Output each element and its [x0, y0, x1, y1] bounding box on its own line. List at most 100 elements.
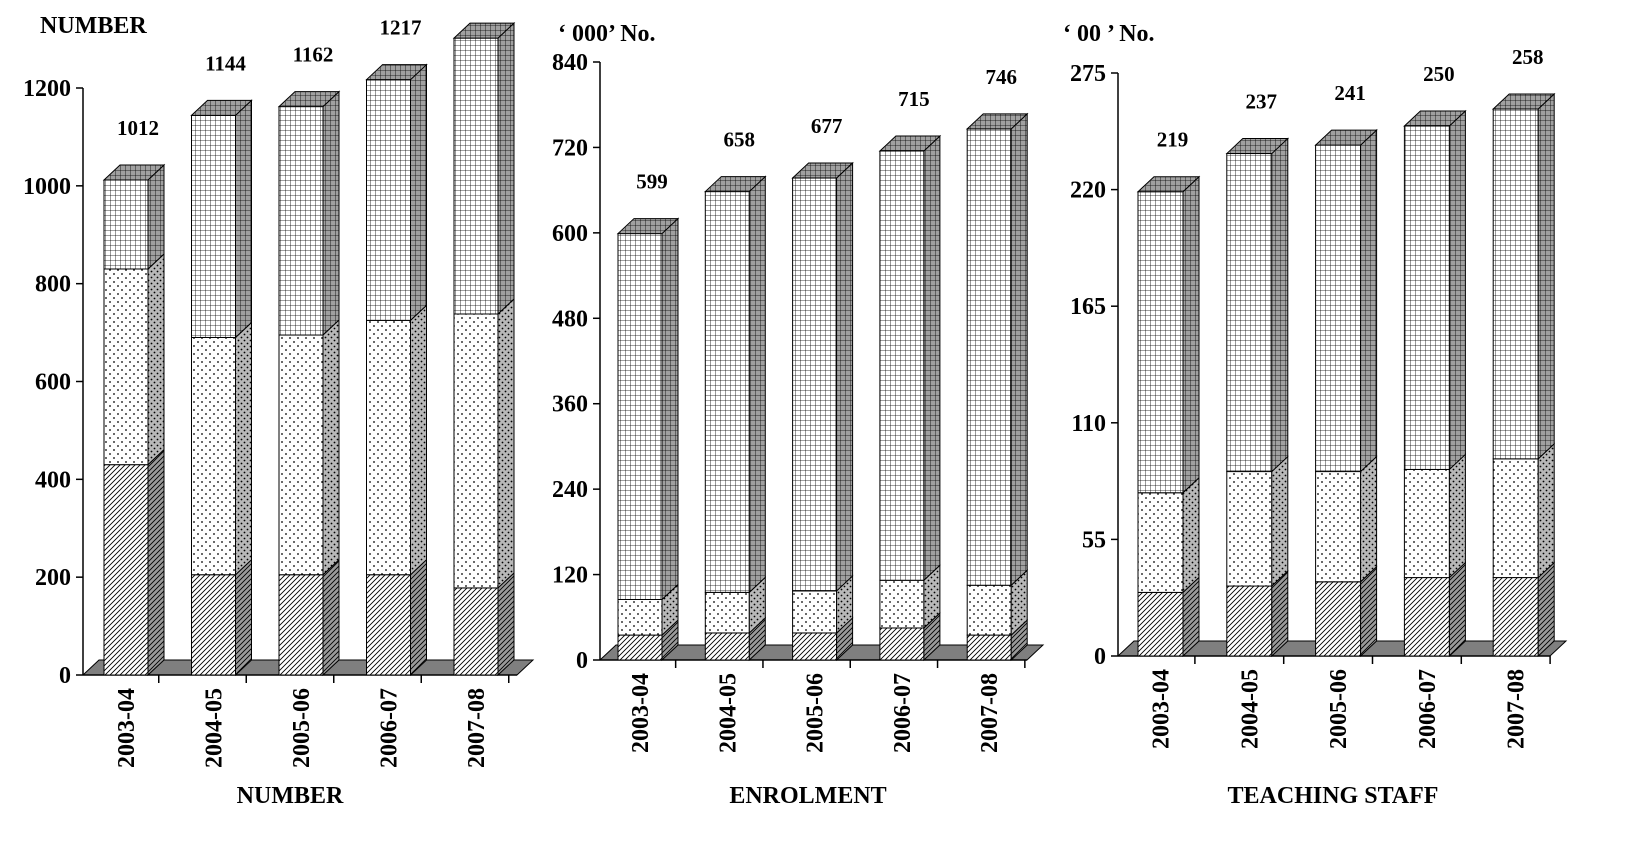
bar-segment-diagonal [103, 464, 149, 676]
bar-segment-grid [617, 233, 663, 600]
unit-label: ‘ 00 ’ No. [1063, 21, 1155, 47]
bar-side-grid [1360, 128, 1378, 473]
bar-top [878, 135, 942, 152]
bar-side-grid [923, 134, 941, 582]
bar-side-dots [147, 252, 165, 466]
bar-side-grid [1182, 175, 1200, 494]
x-tick-label: 2007-08 [1504, 669, 1530, 749]
bar-side-diagonal [497, 571, 515, 677]
bar-side-grid [836, 161, 854, 593]
total-label: 241 [1334, 81, 1366, 105]
bar-segment-diagonal [1492, 577, 1539, 657]
bar-stack-2004-05: 658 [704, 128, 767, 662]
chart-2: ‘ 000’ No. 0 120 240 360 480 600 720 840 599 2003-… [552, 21, 1045, 809]
chart-1: NUMBER 0 200 400 600 800 1000 1200 1012 2003-04 11… [23, 13, 535, 809]
total-label: 250 [1423, 62, 1455, 86]
y-tick-label: 600 [552, 221, 588, 247]
x-tick-label: 2007-08 [977, 673, 1003, 753]
bar-segment-diagonal [1226, 585, 1273, 657]
bar-stack-2006-07: 250 [1403, 62, 1467, 658]
bar-segment-diagonal [1315, 581, 1362, 657]
total-label: 715 [898, 87, 930, 111]
bar-stack-2005-06: 1162 [277, 43, 341, 677]
y-tick-label: 110 [1071, 411, 1106, 437]
bar-stack-2003-04: 219 [1136, 128, 1201, 658]
bar-top [277, 91, 341, 108]
bar-top [1491, 93, 1556, 110]
bar-stack-2003-04: 1012 [102, 116, 166, 677]
bar-segment-diagonal [1403, 577, 1450, 657]
bar-segment-dots [1226, 471, 1273, 587]
bar-top [190, 99, 253, 116]
bar-stack-2003-04: 599 [616, 170, 680, 662]
unit-label: ‘ 000’ No. [558, 21, 656, 47]
x-tick-label: 2005-06 [803, 673, 829, 753]
bar-side-grid [497, 21, 515, 316]
bar-segment-dots [103, 268, 149, 466]
bar-side-grid [410, 63, 427, 322]
total-label: 1162 [293, 43, 334, 67]
bar-stack-2005-06: 241 [1314, 81, 1378, 658]
x-axis-label: ENROLMENT [729, 783, 886, 809]
bar-segment-dots [191, 336, 236, 576]
total-label: 1012 [117, 116, 159, 140]
x-tick-label: 2006-07 [890, 673, 916, 753]
bar-segment-dots [1403, 468, 1450, 579]
bar-top [365, 64, 428, 81]
bar-segment-dots [704, 591, 750, 634]
bar-side-dots [497, 297, 515, 590]
total-label: 746 [985, 65, 1017, 89]
x-tick-label: 2004-05 [202, 688, 228, 768]
bar-segment-dots [278, 334, 324, 576]
bar-segment-grid [366, 79, 411, 321]
x-tick-label: 2003-04 [628, 673, 654, 753]
y-tick-label: 275 [1070, 61, 1106, 87]
bar-side-diagonal [322, 558, 340, 677]
bar-segment-diagonal [617, 634, 663, 661]
x-tick-label: 2005-06 [1326, 669, 1352, 749]
bar-segment-grid [1492, 108, 1539, 460]
chart-3: ‘ 00 ’ No. 0 55 110 165 220 275 219 2003-04 237 20… [1063, 21, 1568, 809]
total-label: 1217 [380, 16, 422, 40]
bar-stack-2007-08: 258 [1491, 45, 1556, 658]
bar-side-grid [1010, 112, 1028, 587]
bar-segment-diagonal [453, 587, 499, 676]
bar-top [1225, 138, 1290, 155]
bar-side-grid [748, 175, 766, 594]
y-tick-label: 840 [552, 50, 588, 76]
bar-segment-dots [453, 313, 499, 589]
bar-top [704, 176, 767, 193]
bar-side-grid [235, 99, 252, 339]
bar-segment-grid [1226, 153, 1273, 473]
x-tick-label: 2007-08 [464, 688, 490, 768]
bar-segment-dots [1492, 458, 1539, 579]
bar-side-grid [147, 163, 165, 271]
bar-segment-grid [103, 179, 149, 270]
bar-side-dots [1537, 442, 1555, 579]
bar-side-dots [1182, 476, 1200, 594]
bar-stack-2007-08: 746 [965, 65, 1029, 662]
y-tick-label: 1000 [23, 174, 71, 200]
bar-stack-2004-05: 1144 [190, 51, 253, 677]
y-tick-label: 0 [1094, 644, 1106, 670]
bar-segment-grid [966, 128, 1012, 586]
y-tick-label: 55 [1082, 527, 1106, 553]
x-tick-label: 2003-04 [114, 688, 140, 768]
total-label: 219 [1157, 128, 1189, 152]
x-tick-label: 2006-07 [377, 688, 403, 768]
bar-side-grid [1448, 109, 1466, 471]
total-label: 1144 [205, 51, 246, 75]
y-tick-label: 165 [1070, 294, 1106, 320]
bar-segment-dots [966, 584, 1012, 636]
bar-segment-diagonal [1137, 591, 1184, 657]
bar-side-diagonal [1448, 561, 1466, 658]
bar-segment-grid [704, 191, 750, 593]
bar-segment-grid [879, 150, 925, 581]
bar-side-grid [1537, 92, 1555, 460]
bar-segment-grid [278, 106, 324, 336]
y-tick-label: 400 [35, 467, 71, 493]
bar-top [452, 22, 516, 39]
y-tick-label: 1200 [23, 76, 71, 102]
x-axis-label: NUMBER [237, 783, 344, 809]
bar-stack-2007-08: 1302 [452, 21, 516, 677]
